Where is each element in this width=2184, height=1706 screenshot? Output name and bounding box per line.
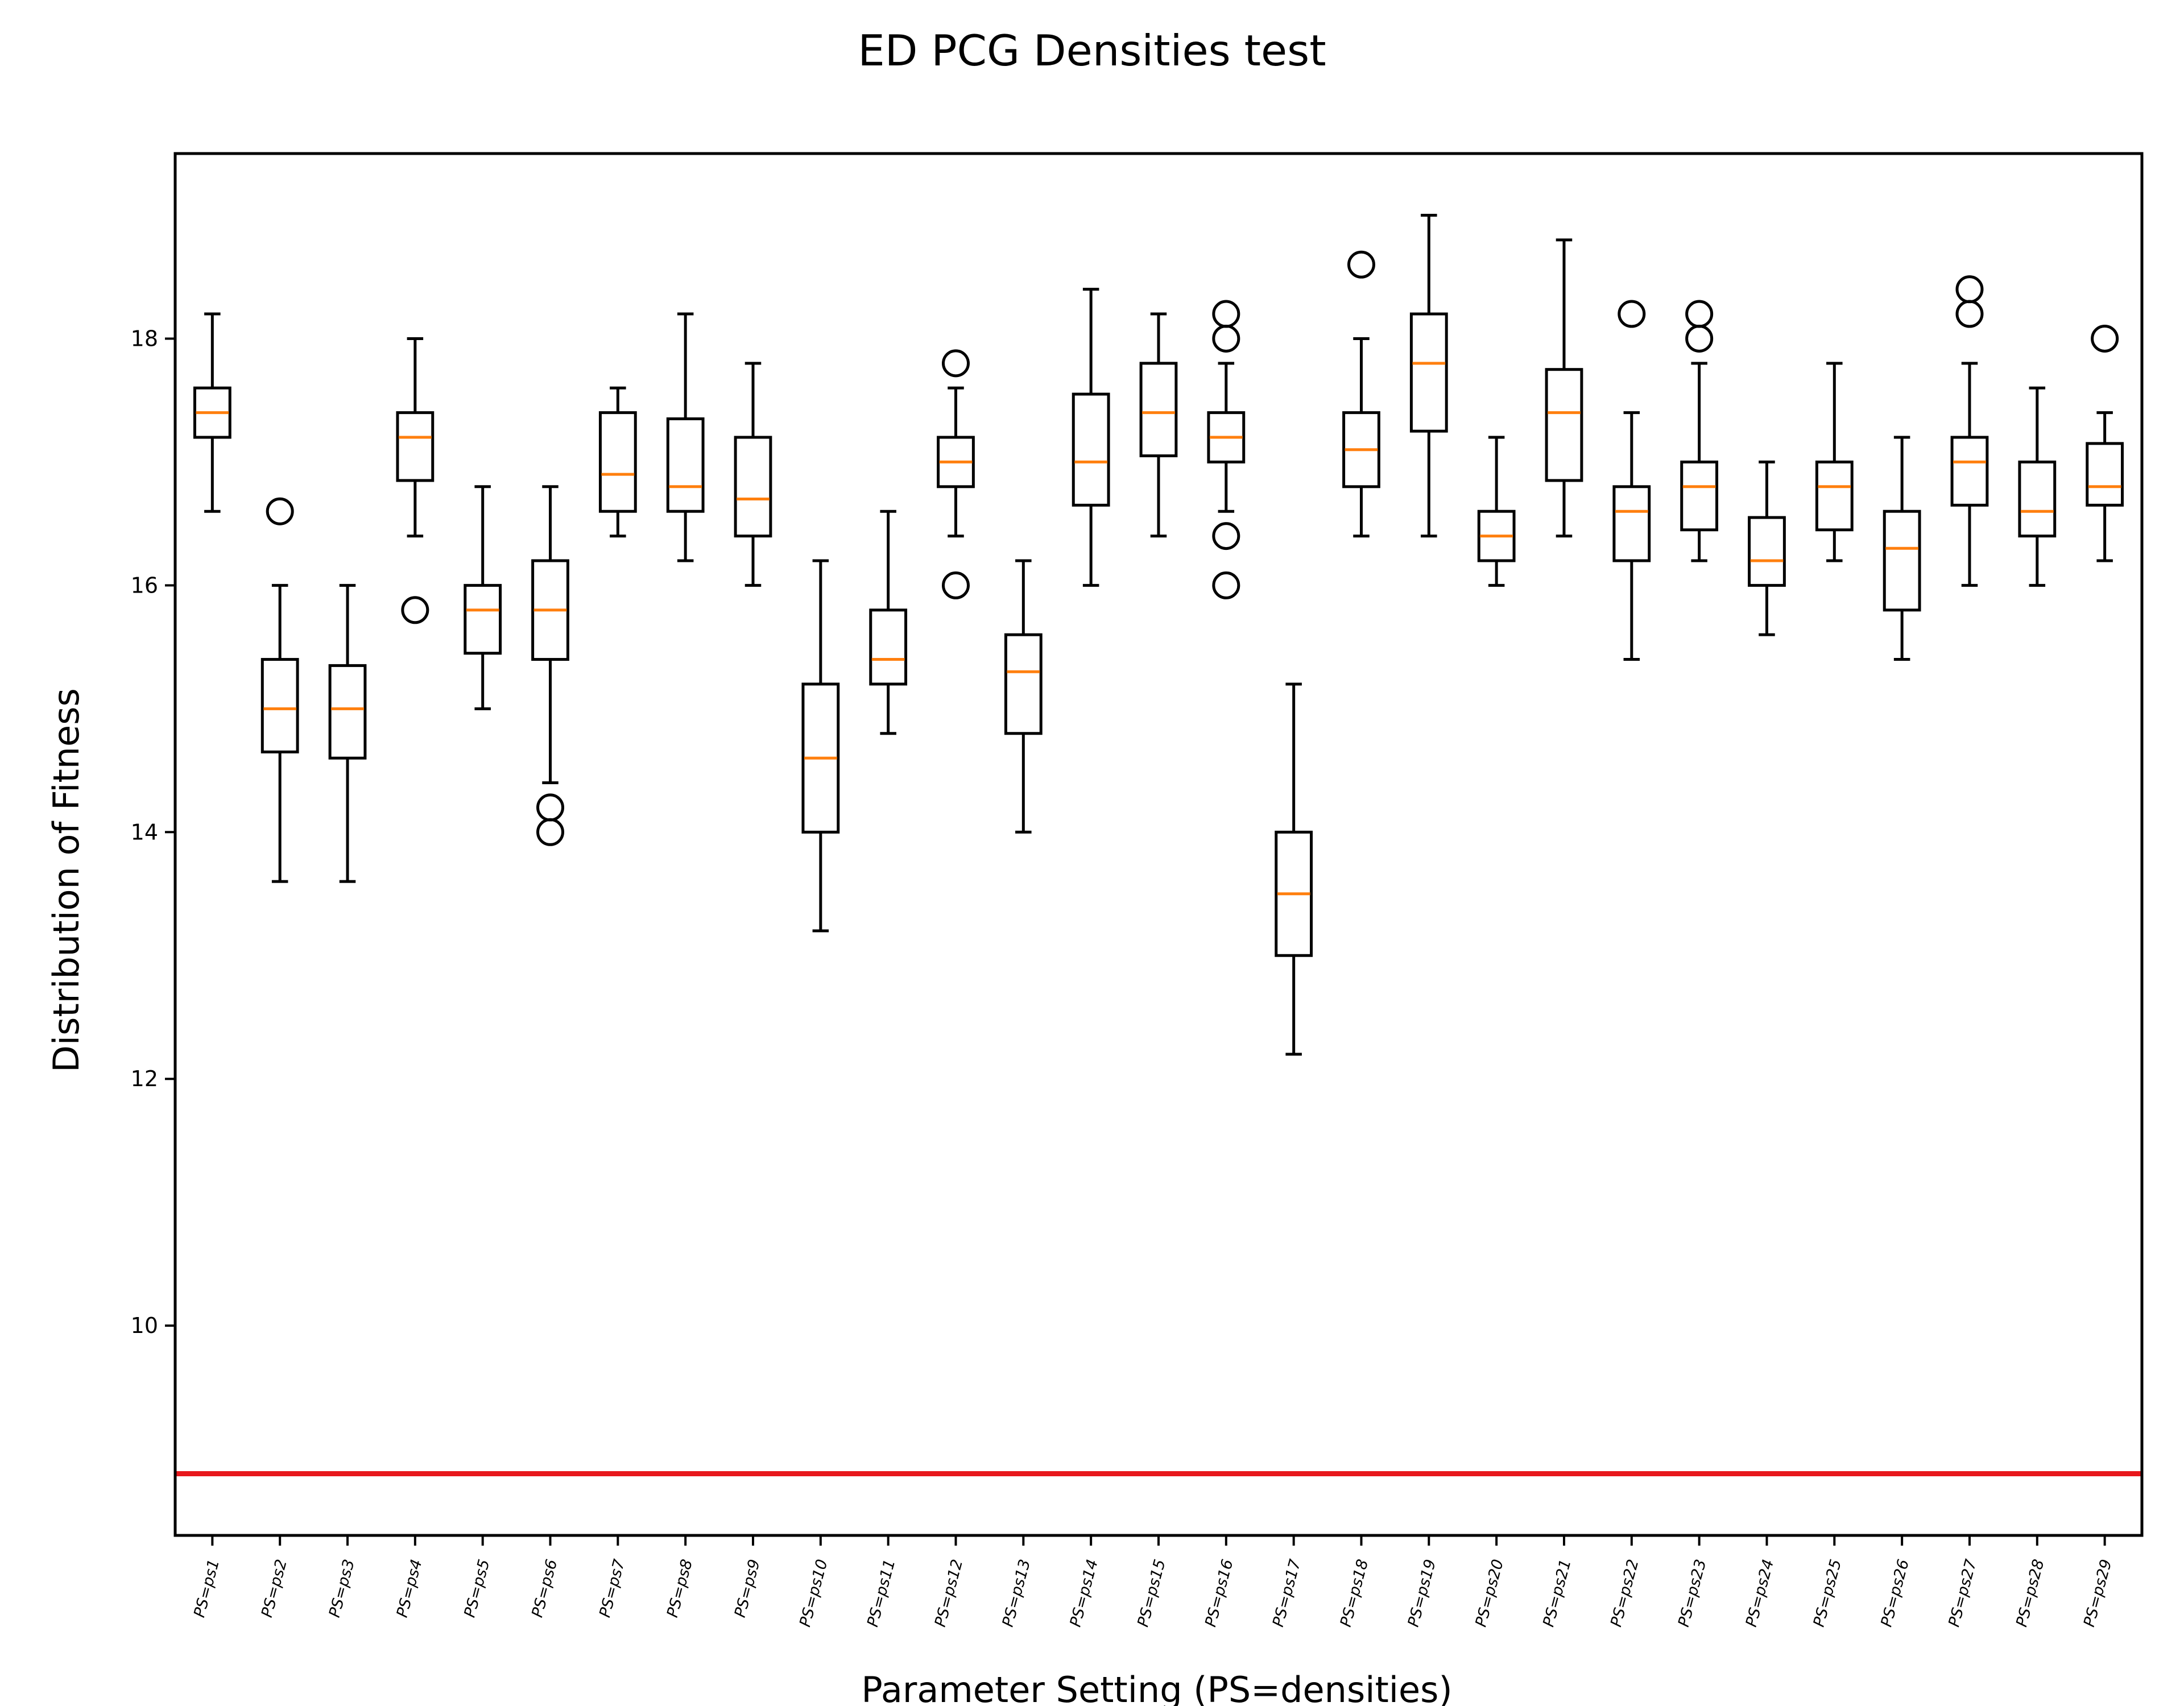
box-iqr xyxy=(464,583,502,655)
box-iqr xyxy=(1409,312,1448,433)
box-iqr xyxy=(1072,392,1110,507)
outlier-point xyxy=(266,497,294,525)
box-iqr xyxy=(2086,442,2124,507)
y-tick-label: 14 xyxy=(131,819,158,844)
outlier-point xyxy=(536,818,565,846)
outlier-point xyxy=(942,349,970,378)
box-iqr xyxy=(1680,460,1719,532)
y-tick-label: 16 xyxy=(131,573,158,598)
outlier-point xyxy=(401,596,429,624)
axes-frame xyxy=(173,152,2144,1537)
box-iqr xyxy=(260,658,299,753)
box-iqr xyxy=(1545,368,1583,482)
y-tick-label: 12 xyxy=(131,1066,158,1091)
box-iqr xyxy=(1950,436,1989,507)
box-iqr xyxy=(1883,510,1921,612)
outlier-point xyxy=(942,571,970,599)
box-iqr xyxy=(1815,460,1854,532)
box-iqr xyxy=(1748,516,1786,587)
x-axis-label: Parameter Setting (PS=densities) xyxy=(861,1669,1452,1706)
outlier-point xyxy=(1618,300,1646,328)
outlier-point xyxy=(1212,324,1240,353)
y-axis-label: Distribution of Fitness xyxy=(46,688,87,1073)
outlier-point xyxy=(1685,324,1714,353)
y-tick-label: 10 xyxy=(131,1313,158,1338)
outlier-point xyxy=(1212,571,1240,599)
box-iqr xyxy=(598,411,637,513)
outlier-point xyxy=(1347,250,1375,279)
box-iqr xyxy=(328,664,367,760)
outlier-point xyxy=(1212,522,1240,550)
box-iqr xyxy=(1612,485,1651,562)
box-iqr xyxy=(869,608,908,686)
chart-title: ED PCG Densities test xyxy=(858,26,1326,76)
outlier-point xyxy=(1955,300,1984,328)
box-iqr xyxy=(2018,460,2057,538)
box-iqr xyxy=(734,436,772,538)
box-iqr xyxy=(666,417,705,513)
outlier-point xyxy=(2091,324,2119,353)
box-iqr xyxy=(396,411,435,482)
box-iqr xyxy=(1139,362,1178,458)
y-tick-label: 18 xyxy=(131,326,158,351)
box-iqr xyxy=(1004,633,1043,735)
